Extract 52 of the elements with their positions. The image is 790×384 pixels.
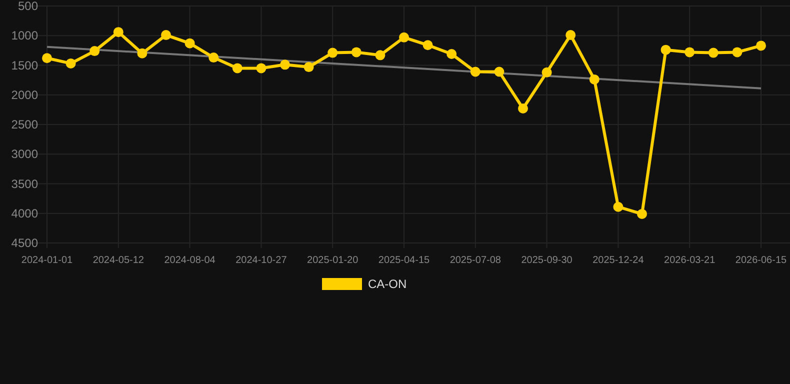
legend-label: CA-ON: [368, 277, 407, 291]
y-tick-label: 2000: [11, 88, 38, 102]
x-tick-label: 2026-03-21: [664, 255, 716, 266]
point: [304, 62, 314, 72]
point: [566, 30, 576, 40]
point: [684, 47, 695, 58]
point: [637, 208, 647, 219]
x-tick-label: 2024-01-01: [21, 255, 74, 266]
point: [494, 66, 504, 77]
point: [470, 66, 480, 77]
y-tick-label: 1000: [11, 28, 38, 43]
point: [42, 53, 52, 64]
y-tick-label: 2500: [11, 118, 38, 132]
point: [660, 44, 671, 55]
point: [708, 48, 718, 58]
point: [732, 47, 742, 58]
x-tick-label: 2024-08-04: [164, 255, 216, 266]
point: [422, 40, 433, 50]
point: [328, 48, 338, 58]
x-tick-label: 2026-06-15: [735, 255, 788, 266]
point: [113, 27, 124, 38]
point: [184, 38, 195, 48]
point: [375, 50, 386, 60]
point: [446, 48, 457, 59]
point: [256, 63, 266, 74]
point: [280, 60, 290, 70]
y-tick-label: 3500: [11, 176, 38, 191]
y-tick-label: 1500: [11, 58, 38, 72]
x-tick-label: 2025-09-30: [521, 255, 573, 266]
point: [161, 30, 171, 40]
y-tick-label: 4500: [11, 236, 38, 250]
x-tick-label: 2024-05-12: [92, 255, 144, 266]
x-tick-label: 2024-10-27: [236, 255, 288, 266]
point: [518, 104, 528, 114]
point: [66, 58, 76, 68]
point: [137, 48, 148, 58]
y-tick-label: 3000: [11, 147, 38, 162]
point: [351, 47, 362, 58]
y-tick-label: 4000: [11, 206, 38, 220]
x-tick-label: 2025-04-15: [378, 255, 430, 266]
point: [208, 52, 219, 63]
point: [399, 32, 409, 42]
point: [232, 63, 242, 74]
point: [90, 46, 100, 56]
x-tick-label: 2025-07-08: [450, 255, 502, 266]
point: [589, 74, 600, 84]
x-tick-label: 2025-01-20: [307, 255, 359, 266]
point: [613, 202, 624, 212]
point: [542, 67, 552, 78]
point: [756, 40, 766, 51]
y-tick-label: 500: [18, 0, 38, 13]
x-tick-label: 2025-12-24: [592, 255, 644, 266]
